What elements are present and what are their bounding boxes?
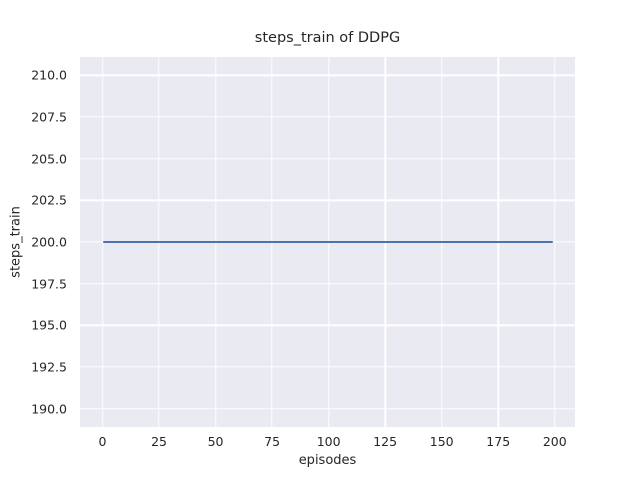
- y-tick-label: 192.5: [31, 359, 67, 375]
- y-tick-label: 205.0: [31, 151, 67, 167]
- x-tick-label: 175: [486, 434, 511, 449]
- y-tick-label: 200.0: [31, 234, 67, 250]
- y-axis-tick-labels: 190.0 192.5 195.0 197.5 200.0 202.5 205.0 207.5…: [0, 57, 67, 427]
- x-tick-label: 125: [373, 434, 398, 449]
- y-tick-label: 190.0: [31, 401, 67, 417]
- x-tick-label: 0: [98, 434, 107, 449]
- x-axis-label: episodes: [298, 453, 357, 468]
- y-tick-label: 210.0: [31, 67, 67, 83]
- y-tick-label: 197.5: [31, 276, 67, 292]
- gridline-horizontal: [80, 116, 575, 118]
- data-line-steps_train: [102, 241, 553, 243]
- gridline-horizontal: [80, 157, 575, 160]
- x-tick-label: 75: [264, 434, 281, 449]
- gridline-horizontal: [80, 366, 575, 368]
- y-tick-label: 207.5: [31, 109, 67, 125]
- x-tick-label: 200: [542, 434, 567, 449]
- plot-area: [80, 57, 575, 427]
- x-tick-label: 50: [207, 434, 224, 449]
- y-tick-label: 195.0: [31, 317, 67, 333]
- gridline-horizontal: [80, 282, 575, 285]
- x-tick-label: 150: [429, 434, 454, 449]
- chart-title: steps_train of DDPG: [254, 30, 401, 46]
- y-axis-label: steps_train: [8, 206, 24, 278]
- x-tick-label: 100: [316, 434, 341, 449]
- gridline-horizontal: [80, 199, 575, 202]
- gridline-horizontal: [80, 74, 575, 77]
- gridline-horizontal: [80, 407, 575, 410]
- x-tick-label: 25: [151, 434, 167, 449]
- gridline-horizontal: [80, 324, 575, 327]
- x-axis-tick-labels: 0 25 50 75 100 125 150 175 200: [80, 427, 575, 449]
- y-tick-label: 202.5: [31, 192, 67, 208]
